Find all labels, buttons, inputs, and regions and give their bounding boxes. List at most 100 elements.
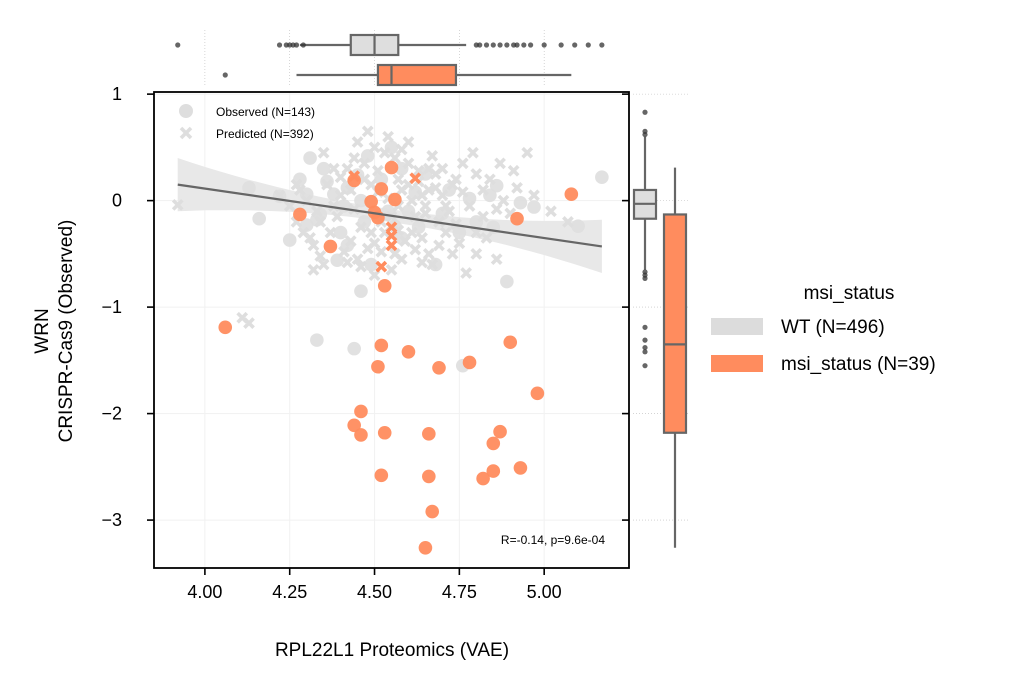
wt-predicted-point bbox=[372, 164, 384, 177]
wt-predicted-point bbox=[436, 189, 449, 202]
wt-predicted-point bbox=[426, 258, 439, 271]
wt-predicted-point bbox=[453, 237, 466, 250]
msi-observed-point bbox=[432, 361, 446, 375]
right-box-outlier bbox=[642, 344, 648, 351]
right-box-outlier bbox=[642, 349, 648, 355]
top-box-outlier bbox=[497, 42, 503, 48]
wt-predicted-point bbox=[507, 164, 520, 177]
wt-predicted-point bbox=[528, 189, 540, 202]
wt-predicted-point bbox=[494, 157, 506, 170]
msi-observed-point bbox=[354, 404, 368, 419]
wt-predicted-point bbox=[405, 194, 418, 207]
wt-predicted-point bbox=[490, 253, 503, 266]
msi-predicted-point bbox=[348, 170, 361, 182]
msi-observed-point bbox=[530, 386, 545, 401]
msi-observed-point bbox=[425, 504, 440, 519]
wt-predicted-point bbox=[446, 178, 459, 191]
wt-observed-point bbox=[282, 233, 297, 247]
axes: 4.00 4.25 4.50 4.75 5.00 1 0 −1 −2 −3 bbox=[101, 84, 630, 602]
wt-predicted-point bbox=[416, 256, 428, 269]
msi-observed-point bbox=[401, 345, 416, 359]
msi-observed-point bbox=[354, 428, 368, 442]
wt-predicted-point bbox=[290, 178, 303, 191]
wt-predicted-point bbox=[304, 232, 316, 244]
x-tick-label: 4.50 bbox=[357, 582, 392, 602]
msi-observed-point bbox=[374, 468, 389, 483]
wt-predicted-point bbox=[348, 152, 361, 164]
wt-predicted-point bbox=[355, 260, 367, 273]
wt-predicted-point bbox=[307, 263, 320, 276]
right-box-outlier bbox=[642, 131, 648, 138]
msi-observed-point bbox=[422, 427, 436, 441]
msi-observed-point bbox=[513, 461, 528, 475]
wt-predicted-point bbox=[171, 199, 184, 211]
wt-observed-point bbox=[513, 195, 528, 210]
wt-predicted-point bbox=[402, 157, 415, 170]
wt-predicted-point bbox=[429, 168, 442, 180]
msi-observed-point bbox=[218, 320, 233, 335]
wt-predicted-point bbox=[338, 245, 350, 258]
y-axis-label-line2: CRISPR-Cas9 (Observed) bbox=[56, 220, 77, 443]
legend-msi-label: msi_status (N=39) bbox=[781, 354, 936, 375]
msi-predicted-point bbox=[375, 260, 388, 273]
wt-predicted-point bbox=[348, 203, 361, 216]
wt-observed-point bbox=[374, 172, 389, 187]
right-box-outlier bbox=[642, 363, 648, 369]
top-box-outlier bbox=[300, 42, 306, 48]
scatter-points bbox=[171, 125, 609, 555]
wt-predicted-point bbox=[283, 200, 296, 212]
y-tick-label: −3 bbox=[101, 510, 122, 530]
y-tick-label: −1 bbox=[101, 297, 122, 317]
y-axis-label-line1: WRN bbox=[32, 308, 53, 353]
wt-predicted-point bbox=[307, 239, 320, 252]
right-box-msi bbox=[662, 213, 688, 434]
wt-predicted-point bbox=[433, 239, 445, 252]
msi-observed-point bbox=[493, 424, 507, 439]
top-box-outlier bbox=[528, 42, 534, 48]
wt-observed-point bbox=[364, 257, 378, 272]
wt-predicted-point bbox=[314, 250, 327, 262]
legend-predicted-marker bbox=[179, 126, 193, 140]
top-box-outlier bbox=[599, 42, 605, 48]
wt-predicted-point bbox=[395, 143, 408, 156]
wt-predicted-point bbox=[365, 226, 378, 239]
top-box-outlier bbox=[477, 42, 483, 48]
wt-predicted-point bbox=[467, 146, 479, 159]
marker-legend: Observed (N=143) Predicted (N=392) bbox=[179, 104, 315, 141]
top-box-outlier bbox=[504, 42, 510, 48]
msi-observed-point bbox=[377, 425, 392, 440]
regression-line-group bbox=[177, 183, 603, 248]
top-box-outlier bbox=[521, 42, 527, 48]
wt-observed-point bbox=[242, 181, 256, 195]
top-box-outlier bbox=[483, 42, 490, 48]
wt-predicted-point bbox=[321, 178, 333, 191]
wt-predicted-point bbox=[243, 317, 255, 329]
wt-predicted-point bbox=[562, 216, 574, 228]
correlation-annotation: R=-0.14, p=9.6e-04 bbox=[501, 533, 605, 547]
wt-predicted-point bbox=[484, 173, 496, 186]
wt-predicted-point bbox=[456, 186, 469, 198]
group-legend: msi_status WT (N=496) msi_status (N=39) bbox=[711, 283, 936, 375]
wt-predicted-point bbox=[450, 218, 462, 230]
wt-predicted-point bbox=[426, 150, 439, 162]
y-tick-label: 0 bbox=[112, 191, 122, 211]
msi-observed-point bbox=[486, 436, 501, 451]
wt-predicted-point bbox=[382, 130, 394, 143]
wt-predicted-point bbox=[416, 232, 428, 244]
wt-predicted-point bbox=[545, 205, 557, 218]
top-box-outlier bbox=[514, 42, 520, 48]
msi-observed-point bbox=[418, 540, 433, 555]
msi-predicted-point bbox=[385, 239, 398, 252]
wt-predicted-point bbox=[324, 226, 337, 239]
right-box-outlier bbox=[642, 324, 648, 330]
msi-observed-point bbox=[503, 335, 518, 350]
plot-frame bbox=[153, 91, 630, 569]
y-tick-label: 1 bbox=[112, 84, 122, 104]
msi-predicted-point bbox=[385, 229, 398, 242]
top-box-outlier bbox=[541, 42, 547, 48]
wt-predicted-point bbox=[405, 226, 418, 239]
top-box-outlier bbox=[585, 42, 591, 48]
wt-predicted-point bbox=[385, 263, 398, 276]
